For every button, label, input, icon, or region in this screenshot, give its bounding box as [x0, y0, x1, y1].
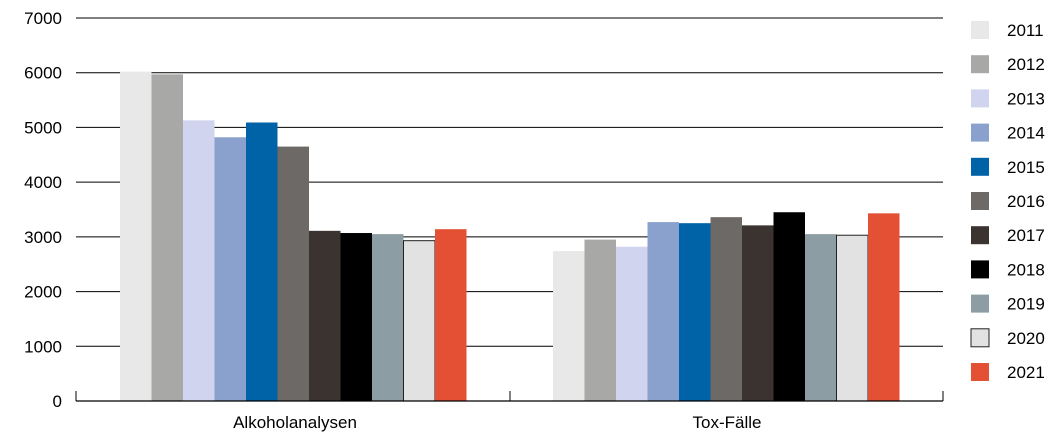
legend-item-2016: 2016 — [971, 192, 1045, 211]
legend-label: 2013 — [1007, 89, 1045, 108]
category-labels: Alkoholanalysen Tox-Fälle — [233, 413, 761, 432]
bar-2021-alkoholanalysen — [435, 229, 467, 401]
bar-2019-tox-faelle — [805, 234, 837, 401]
bar-2013-tox-faelle — [616, 246, 648, 401]
bars — [120, 71, 900, 402]
bar-2020-tox-faelle — [836, 234, 869, 402]
bar-2012-alkoholanalysen — [151, 74, 183, 401]
legend-label: 2012 — [1007, 55, 1045, 74]
legend-item-2020: 2020 — [970, 328, 1045, 348]
bar-2013-alkoholanalysen — [183, 120, 215, 402]
bar-2015-tox-faelle — [679, 223, 711, 401]
bar-2011-alkoholanalysen — [120, 71, 152, 402]
category-label-tox-faelle: Tox-Fälle — [693, 413, 762, 432]
bar-2017-tox-faelle — [742, 225, 774, 401]
legend-swatch — [971, 89, 989, 108]
bar-2016-tox-faelle — [710, 217, 742, 401]
legend-swatch — [971, 192, 989, 210]
x-axis — [75, 391, 944, 402]
legend-item-2017: 2017 — [971, 226, 1045, 245]
bar-2018-tox-faelle — [773, 212, 805, 401]
legend-item-2011: 2011 — [971, 21, 1044, 40]
legend-item-2021: 2021 — [971, 363, 1045, 382]
legend-swatch — [971, 157, 989, 176]
bar-2015-alkoholanalysen — [246, 122, 278, 402]
legend-swatch — [971, 260, 989, 279]
legend-item-2018: 2018 — [971, 260, 1045, 279]
legend-item-2015: 2015 — [971, 157, 1045, 177]
y-tick-label: 0 — [53, 392, 62, 411]
legend-swatch — [971, 294, 989, 313]
bar-2020-alkoholanalysen — [403, 240, 436, 402]
legend-item-2019: 2019 — [971, 294, 1045, 314]
bar-2011-tox-faelle — [553, 251, 585, 401]
bar-2014-tox-faelle — [647, 222, 679, 401]
legend-label: 2020 — [1007, 329, 1045, 348]
legend-label: 2015 — [1007, 158, 1045, 177]
y-tick-label: 3000 — [24, 228, 62, 247]
bar-2016-alkoholanalysen — [277, 146, 309, 401]
bar-2021-tox-faelle — [868, 213, 900, 401]
legend-item-2014: 2014 — [971, 123, 1045, 143]
bar-2017-alkoholanalysen — [309, 230, 341, 401]
legend-label: 2011 — [1007, 21, 1044, 40]
y-tick-label: 4000 — [24, 173, 62, 192]
legend-item-2012: 2012 — [971, 55, 1045, 74]
legend-swatch — [971, 363, 989, 381]
bar-2014-alkoholanalysen — [214, 137, 246, 401]
y-tick-label: 5000 — [24, 118, 62, 137]
y-axis-tick-labels: 0 1000 2000 3000 4000 5000 6000 7000 — [24, 9, 62, 411]
legend-swatch — [970, 328, 990, 348]
legend-label: 2014 — [1007, 124, 1045, 143]
legend: 2011 2012 2013 2014 2015 2016 2017 2018 2019 2020… — [970, 21, 1045, 382]
bar-2018-alkoholanalysen — [340, 233, 372, 401]
legend-label: 2021 — [1007, 363, 1045, 382]
legend-label: 2019 — [1007, 295, 1045, 314]
legend-label: 2017 — [1007, 226, 1045, 245]
y-tick-label: 6000 — [24, 64, 62, 83]
legend-swatch — [971, 21, 989, 39]
legend-item-2013: 2013 — [971, 89, 1045, 108]
legend-swatch — [971, 55, 989, 74]
legend-swatch — [971, 123, 989, 142]
legend-label: 2016 — [1007, 192, 1045, 211]
legend-swatch — [971, 226, 989, 245]
bar-2019-alkoholanalysen — [372, 234, 404, 401]
y-tick-label: 1000 — [24, 337, 62, 356]
category-label-alkoholanalysen: Alkoholanalysen — [233, 413, 357, 432]
bar-2012-tox-faelle — [584, 239, 616, 401]
y-tick-label: 7000 — [24, 9, 62, 28]
y-tick-label: 2000 — [24, 283, 62, 302]
legend-label: 2018 — [1007, 260, 1045, 279]
